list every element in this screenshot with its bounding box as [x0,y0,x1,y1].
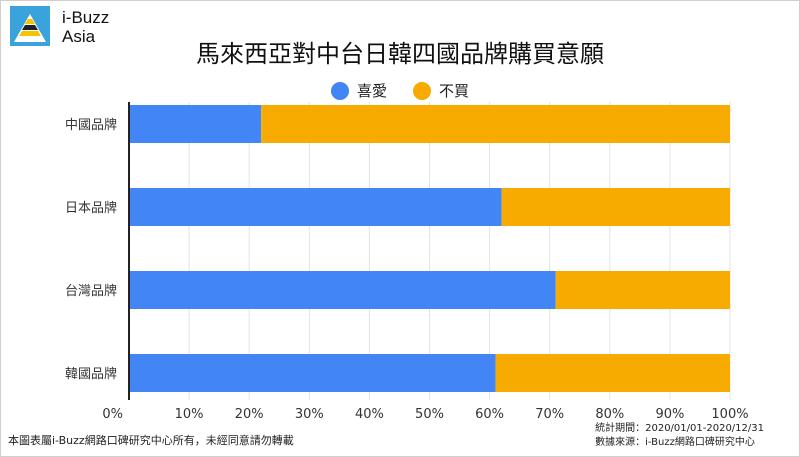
bar-like [129,188,502,226]
bar-not-buy [495,354,730,392]
legend-label-like: 喜愛 [356,82,387,100]
category-label: 台灣品牌 [65,283,117,299]
category-label: 韓國品牌 [65,366,117,382]
copyright-note: 本圖表屬i-Buzz網路口碑研究中心所有，未經同意請勿轉載 [8,434,294,447]
brand-line-1: i-Buzz [62,8,110,27]
stat-period: 統計期間：2020/01/01-2020/12/31 [595,423,764,434]
data-source: 數據來源：i-Buzz網路口碑研究中心 [595,437,755,448]
bar-like [129,271,556,309]
x-tick-label: 10% [175,407,204,422]
brand-name: i-Buzz Asia [62,8,109,46]
category-label: 中國品牌 [65,117,117,133]
x-tick-label: 30% [295,407,324,422]
chart-title: 馬來西亞對中台日韓四國品牌購買意願 [196,40,604,68]
x-tick-label: 100% [711,407,748,422]
bar-not-buy [555,271,730,309]
legend-label-not-buy: 不買 [439,82,470,100]
x-tick-label: 50% [415,407,444,422]
brand-line-2: Asia [62,27,96,46]
category-label: 日本品牌 [65,200,117,216]
x-tick-label: 40% [355,407,384,422]
bar-not-buy [501,188,730,226]
x-tick-label: 70% [535,407,564,422]
ibuzz-logo [10,6,50,46]
legend-swatch-like [330,81,349,100]
x-tick-label: 20% [235,407,264,422]
legend-item-like: 喜愛 [330,80,387,101]
bar-like [129,354,496,392]
legend-item-not-buy: 不買 [413,80,469,101]
bar-like [129,105,262,143]
legend-swatch-not-buy [413,81,431,100]
x-tick-label: 60% [475,407,504,422]
chart-legend: 喜愛 不買 [0,80,800,101]
x-tick-label: 80% [595,407,624,422]
footer-info: 統計期間：2020/01/01-2020/12/31 數據來源：i-Buzz網路… [595,422,764,450]
bar-not-buy [261,105,730,143]
x-tick-label: 90% [655,407,684,422]
x-tick-label: 0% [102,407,123,422]
